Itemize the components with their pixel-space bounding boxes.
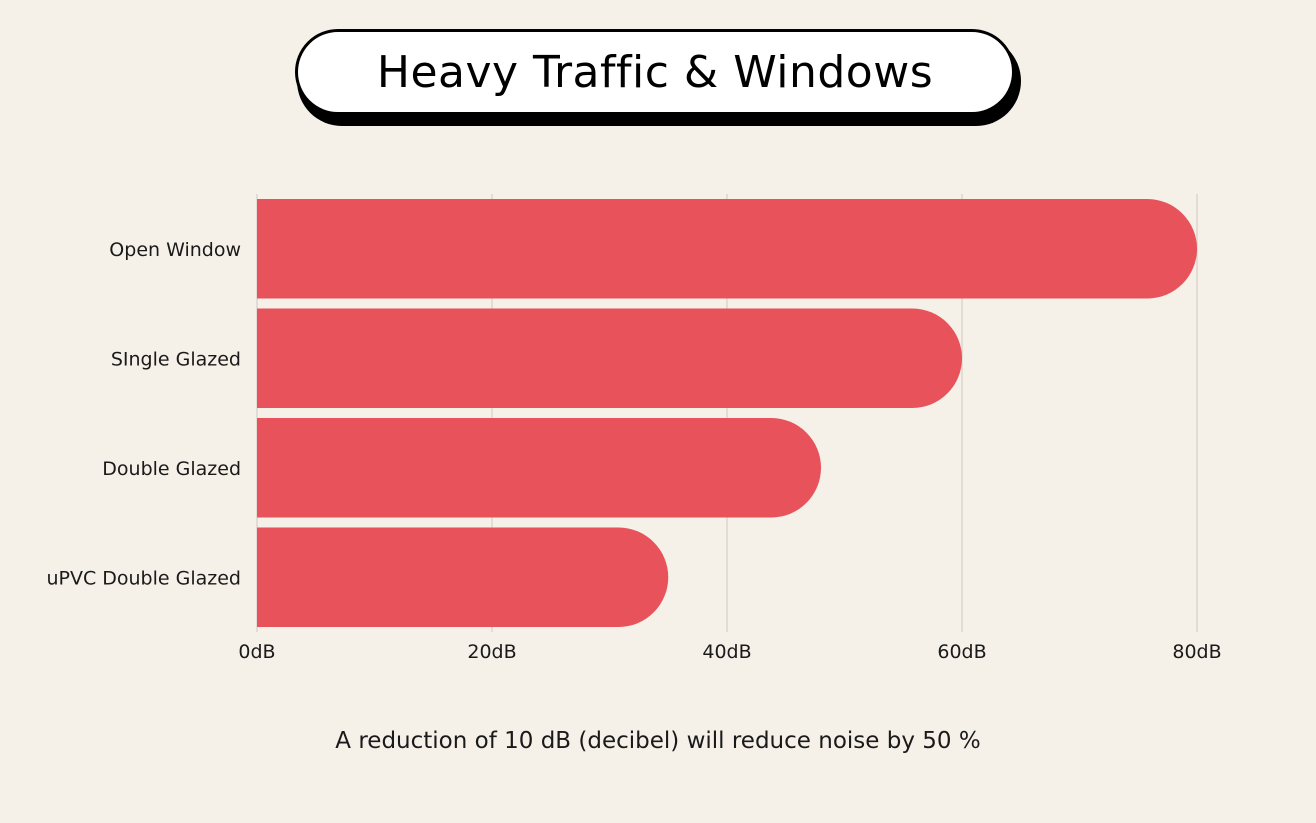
chart-title: Heavy Traffic & Windows — [376, 46, 934, 98]
x-tick-label: 20dB — [467, 641, 516, 663]
x-tick-label: 60dB — [937, 641, 986, 663]
category-label: SIngle Glazed — [111, 348, 241, 370]
chart-footnote: A reduction of 10 dB (decibel) will redu… — [335, 728, 981, 754]
category-label: Open Window — [109, 239, 241, 261]
category-label: uPVC Double Glazed — [46, 567, 241, 589]
bar — [257, 199, 1197, 299]
title-pill: Heavy Traffic & Windows — [295, 29, 1015, 115]
x-tick-label: 40dB — [702, 641, 751, 663]
x-tick-label: 80dB — [1172, 641, 1221, 663]
bar — [257, 308, 962, 408]
category-label: Double Glazed — [102, 458, 241, 480]
bar — [257, 418, 821, 518]
x-tick-label: 0dB — [238, 641, 275, 663]
bar — [257, 527, 669, 627]
